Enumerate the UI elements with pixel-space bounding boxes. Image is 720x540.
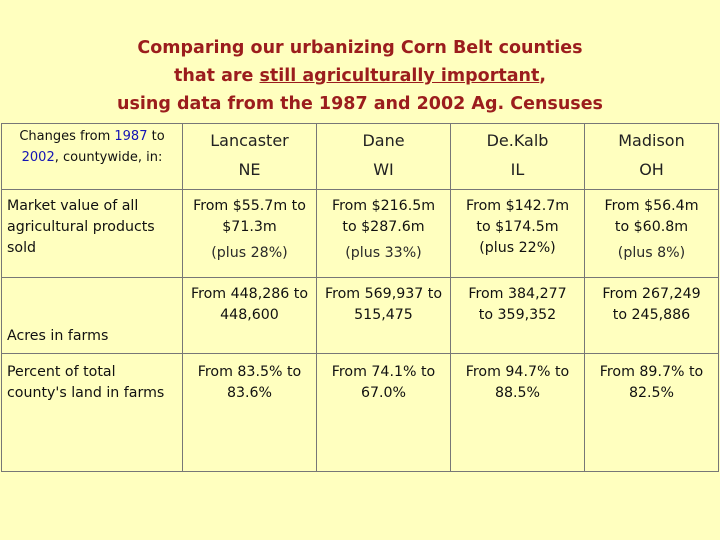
cell-line: 67.0% — [360, 385, 407, 401]
cell-percent-change: (plus 28%) — [211, 245, 288, 261]
cell-line: 82.5% — [628, 385, 675, 401]
table-header-row: Changes from 1987 to 2002, countywide, i… — [1, 123, 719, 190]
cell-line: From $216.5m — [331, 198, 436, 214]
county-header-dane: Dane WI — [316, 123, 451, 190]
cell-dekalb-acres: From 384,277 to 359,352 — [450, 277, 585, 354]
header-label-cell: Changes from 1987 to 2002, countywide, i… — [1, 123, 183, 190]
cell-line: From $142.7m — [465, 198, 570, 214]
title-line-1: Comparing our urbanizing Corn Belt count… — [137, 38, 583, 58]
row-label-line: agricultural products — [7, 219, 155, 235]
cell-line: 515,475 — [354, 307, 413, 323]
cell-line: From $56.4m — [604, 198, 699, 214]
cell-dekalb-market-value: From $142.7m to $174.5m (plus 22%) — [450, 189, 585, 278]
cell-line: to $174.5m — [476, 219, 559, 235]
row-label-percent-land: Percent of total county's land in farms — [1, 353, 183, 472]
title-line-2-end: , — [539, 66, 546, 86]
row-label-line: sold — [7, 240, 37, 256]
table-row-market-value: Market value of all agricultural product… — [1, 189, 719, 278]
header-year-1987: 1987 — [114, 129, 148, 144]
cell-madison-acres: From 267,249 to 245,886 — [584, 277, 719, 354]
cell-line: From 94.7% to — [465, 364, 570, 380]
county-name: Madison — [618, 131, 685, 150]
cell-line: to 245,886 — [612, 307, 691, 323]
cell-lancaster-market-value: From $55.7m to $71.3m (plus 28%) — [182, 189, 317, 278]
county-state: IL — [510, 160, 525, 179]
cell-line: From 569,937 to — [324, 286, 443, 302]
cell-dane-acres: From 569,937 to 515,475 — [316, 277, 451, 354]
county-name: Lancaster — [210, 131, 289, 150]
cell-line: to $60.8m — [614, 219, 689, 235]
county-header-madison: Madison OH — [584, 123, 719, 190]
cell-dane-market-value: From $216.5m to $287.6m (plus 33%) — [316, 189, 451, 278]
header-label-to: to — [147, 129, 165, 144]
cell-line: to $287.6m — [342, 219, 425, 235]
county-state: NE — [238, 160, 261, 179]
cell-madison-percent-land: From 89.7% to 82.5% — [584, 353, 719, 472]
row-label-line: Market value of all — [7, 198, 139, 214]
table-row-acres: Acres in farms From 448,286 to 448,600 F… — [1, 277, 719, 354]
county-header-lancaster: Lancaster NE — [182, 123, 317, 190]
cell-line: $71.3m — [222, 219, 277, 235]
county-state: WI — [373, 160, 394, 179]
title-line-2: that are still agriculturally important, — [0, 62, 720, 90]
header-label-text: Changes from — [19, 129, 115, 144]
row-label-acres: Acres in farms — [1, 277, 183, 354]
cell-line: From 384,277 — [468, 286, 567, 302]
cell-dekalb-percent-land: From 94.7% to 88.5% — [450, 353, 585, 472]
county-state: OH — [639, 160, 664, 179]
row-label-market-value: Market value of all agricultural product… — [1, 189, 183, 278]
cell-line: From $55.7m to — [193, 198, 306, 214]
row-label-line: Percent of total — [7, 364, 116, 380]
cell-dane-percent-land: From 74.1% to 67.0% — [316, 353, 451, 472]
cell-line: From 448,286 to — [190, 286, 309, 302]
row-label-line: Acres in farms — [7, 328, 109, 344]
row-label-line: county's land in farms — [7, 385, 165, 401]
title-line-3: using data from the 1987 and 2002 Ag. Ce… — [117, 94, 603, 114]
cell-line: 448,600 — [220, 307, 279, 323]
cell-percent-change: (plus 22%) — [479, 240, 556, 256]
cell-line: From 83.5% to — [197, 364, 302, 380]
county-name: De.Kalb — [486, 131, 549, 150]
header-label-suffix: , countywide, in: — [54, 150, 163, 165]
comparison-table: Changes from 1987 to 2002, countywide, i… — [1, 123, 719, 472]
cell-line: From 74.1% to — [331, 364, 436, 380]
cell-madison-market-value: From $56.4m to $60.8m (plus 8%) — [584, 189, 719, 278]
page-title: Comparing our urbanizing Corn Belt count… — [0, 34, 720, 118]
title-line-2-start: that are — [174, 66, 260, 86]
cell-line: 88.5% — [494, 385, 541, 401]
header-year-2002: 2002 — [21, 150, 55, 165]
cell-line: to 359,352 — [478, 307, 557, 323]
cell-line: 83.6% — [226, 385, 273, 401]
table-row-percent-land: Percent of total county's land in farms … — [1, 353, 719, 472]
cell-lancaster-percent-land: From 83.5% to 83.6% — [182, 353, 317, 472]
county-header-dekalb: De.Kalb IL — [450, 123, 585, 190]
cell-line: From 89.7% to — [599, 364, 704, 380]
cell-lancaster-acres: From 448,286 to 448,600 — [182, 277, 317, 354]
title-underlined-text: still agriculturally important — [259, 66, 540, 86]
cell-percent-change: (plus 33%) — [345, 245, 422, 261]
cell-line: From 267,249 — [602, 286, 701, 302]
county-name: Dane — [362, 131, 405, 150]
cell-percent-change: (plus 8%) — [617, 245, 686, 261]
